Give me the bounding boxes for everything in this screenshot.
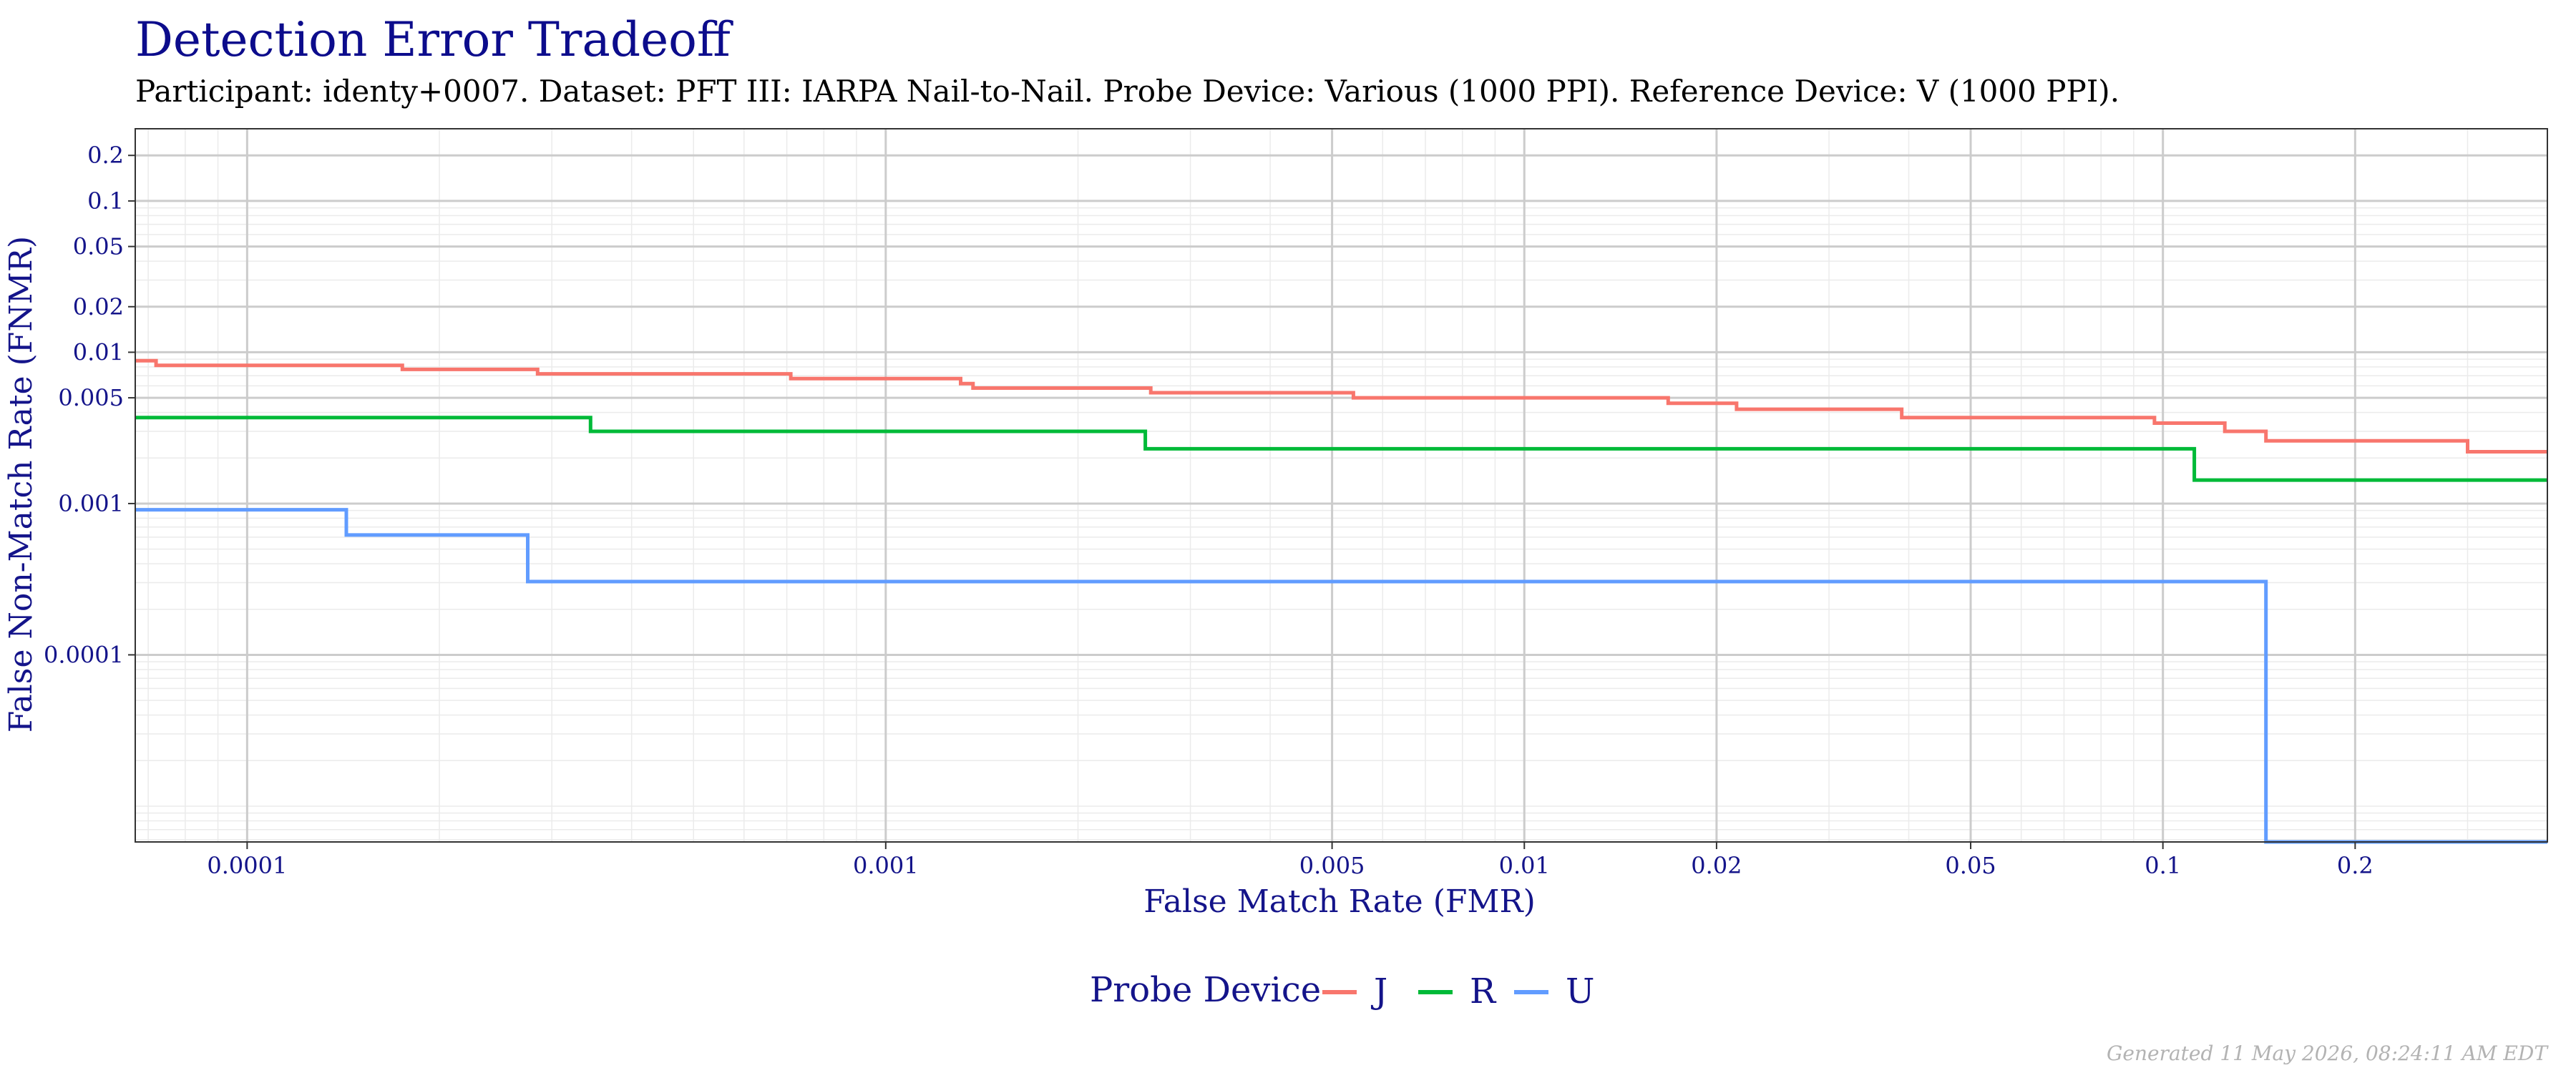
plot-border — [135, 128, 2548, 843]
plot-panel — [135, 128, 2548, 844]
x-tick-label: 0.005 — [1299, 852, 1365, 879]
major-grid — [135, 129, 2547, 842]
series-line-u — [135, 508, 2547, 844]
y-tick-label: 0.02 — [73, 293, 124, 320]
y-tick-label: 0.001 — [58, 490, 124, 517]
x-axis: 0.0001 0.001 0.005 0.01 0.02 0.05 0.1 0.2 — [207, 842, 2373, 879]
chart-title: Detection Error Tradeoff — [135, 12, 733, 67]
y-tick-label: 0.2 — [87, 142, 124, 169]
x-tick-label: 0.02 — [1691, 852, 1742, 879]
plot-background — [135, 129, 2547, 842]
x-tick-label: 0.05 — [1945, 852, 1996, 879]
x-tick-label: 0.0001 — [207, 852, 287, 879]
y-tick-label: 0.1 — [87, 187, 124, 215]
x-tick-label: 0.2 — [2337, 852, 2373, 879]
series-line-r — [135, 416, 2547, 482]
generated-footer: Generated 11 May 2026, 08:24:11 AM EDT — [2107, 1042, 2549, 1065]
y-tick-label: 0.05 — [73, 233, 124, 260]
legend-label-r: R — [1470, 971, 1497, 1011]
y-tick-label: 0.005 — [58, 384, 124, 411]
legend-title: Probe Device — [1090, 970, 1321, 1010]
series-line-j — [135, 358, 2547, 454]
x-tick-label: 0.001 — [853, 852, 919, 879]
y-axis: 0.0001 0.001 0.005 0.01 0.02 0.05 0.1 0.2 — [44, 142, 135, 668]
y-axis-title: False Non-Match Rate (FNMR) — [3, 236, 39, 733]
legend-label-j: J — [1370, 971, 1387, 1011]
y-tick-label: 0.0001 — [44, 641, 124, 668]
legend-label-u: U — [1566, 971, 1594, 1011]
legend: Probe Device J R U — [1090, 970, 1594, 1011]
series-layer — [135, 358, 2547, 844]
chart-subtitle: Participant: identy+0007. Dataset: PFT I… — [135, 74, 2119, 109]
x-tick-label: 0.1 — [2145, 852, 2181, 879]
x-axis-title: False Match Rate (FMR) — [1143, 883, 1536, 920]
y-tick-label: 0.01 — [73, 338, 124, 366]
x-tick-label: 0.01 — [1499, 852, 1550, 879]
